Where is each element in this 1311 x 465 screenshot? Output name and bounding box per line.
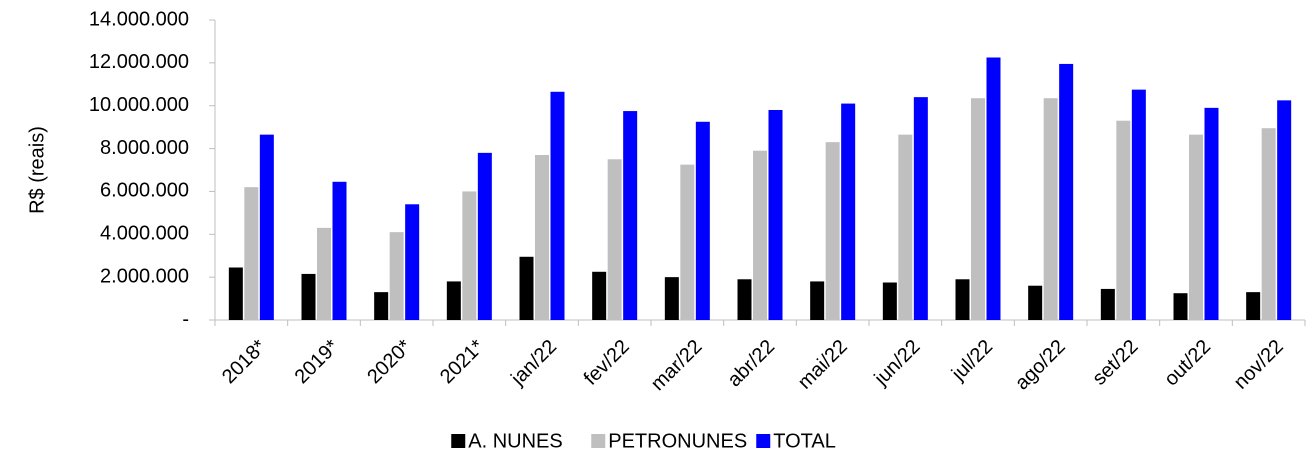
bar (680, 164, 695, 320)
bar (607, 159, 622, 320)
bar (955, 279, 970, 320)
bar (695, 121, 710, 321)
x-tick-label: jun/22 (870, 336, 925, 391)
bar (1204, 107, 1219, 320)
bar (259, 134, 274, 320)
x-tick-label: nov/22 (1230, 336, 1288, 394)
bar (1043, 98, 1058, 320)
bar (1131, 89, 1146, 321)
x-tick-label: mai/22 (794, 336, 852, 394)
x-tick-label: set/22 (1088, 336, 1142, 390)
bar (1100, 288, 1115, 320)
bar (317, 227, 331, 320)
y-tick-label: 4.000.000 (100, 223, 189, 245)
y-axis-title: R$ (reais) (26, 126, 48, 214)
bar (737, 279, 752, 320)
bar (405, 204, 420, 320)
bar (244, 187, 259, 320)
bar (592, 271, 607, 320)
bar (374, 292, 389, 320)
x-tick-label: ago/22 (1011, 336, 1070, 395)
bar (535, 155, 549, 320)
bar (1189, 134, 1203, 320)
legend-swatch (591, 434, 606, 448)
y-tick-label: 6.000.000 (100, 180, 189, 202)
bar (825, 142, 840, 320)
bar (1116, 120, 1131, 320)
bar (882, 282, 897, 320)
bar (986, 57, 1001, 320)
bar (768, 110, 783, 320)
legend-label: TOTAL (773, 430, 836, 452)
x-tick-label: 2019* (291, 335, 344, 388)
y-tick-label: 12.000.000 (89, 51, 189, 73)
x-tick-label: abr/22 (723, 336, 779, 392)
x-tick-label: jan/22 (506, 336, 561, 391)
bar (753, 150, 767, 320)
x-tick-label: 2020* (363, 335, 416, 388)
bar (228, 267, 243, 320)
legend-swatch (451, 434, 466, 448)
bar (389, 232, 404, 320)
bar (550, 91, 565, 321)
legend-swatch (756, 434, 771, 448)
bar (446, 281, 461, 320)
legend-label: PETRONUNES (608, 430, 747, 452)
x-tick-label: jul/22 (947, 336, 997, 386)
bar (841, 103, 856, 320)
x-tick-label: mar/22 (647, 336, 707, 396)
x-tick-label: 2018* (218, 335, 271, 388)
bar (462, 191, 477, 320)
bar (477, 152, 492, 320)
bar (810, 281, 825, 320)
x-tick-label: 2021* (436, 335, 489, 388)
y-tick-label: 10.000.000 (89, 94, 189, 116)
bar (1028, 285, 1043, 320)
bar (301, 273, 316, 320)
y-tick-label: 14.000.000 (89, 8, 189, 30)
bar (1261, 128, 1276, 320)
bar (332, 181, 347, 320)
bar (913, 97, 928, 321)
bar (898, 134, 913, 320)
bar (1173, 293, 1188, 320)
bar (664, 277, 679, 320)
y-tick-label: - (182, 308, 189, 330)
bar (623, 111, 638, 320)
bar (1059, 63, 1074, 321)
bar (971, 98, 985, 320)
x-tick-label: out/22 (1160, 336, 1215, 391)
bar (1246, 292, 1261, 320)
y-tick-label: 8.000.000 (100, 137, 189, 159)
x-tick-label: fev/22 (580, 336, 634, 390)
y-tick-label: 2.000.000 (100, 265, 189, 287)
bar (519, 256, 534, 320)
legend-label: A. NUNES (468, 430, 562, 452)
bar (1277, 100, 1292, 320)
